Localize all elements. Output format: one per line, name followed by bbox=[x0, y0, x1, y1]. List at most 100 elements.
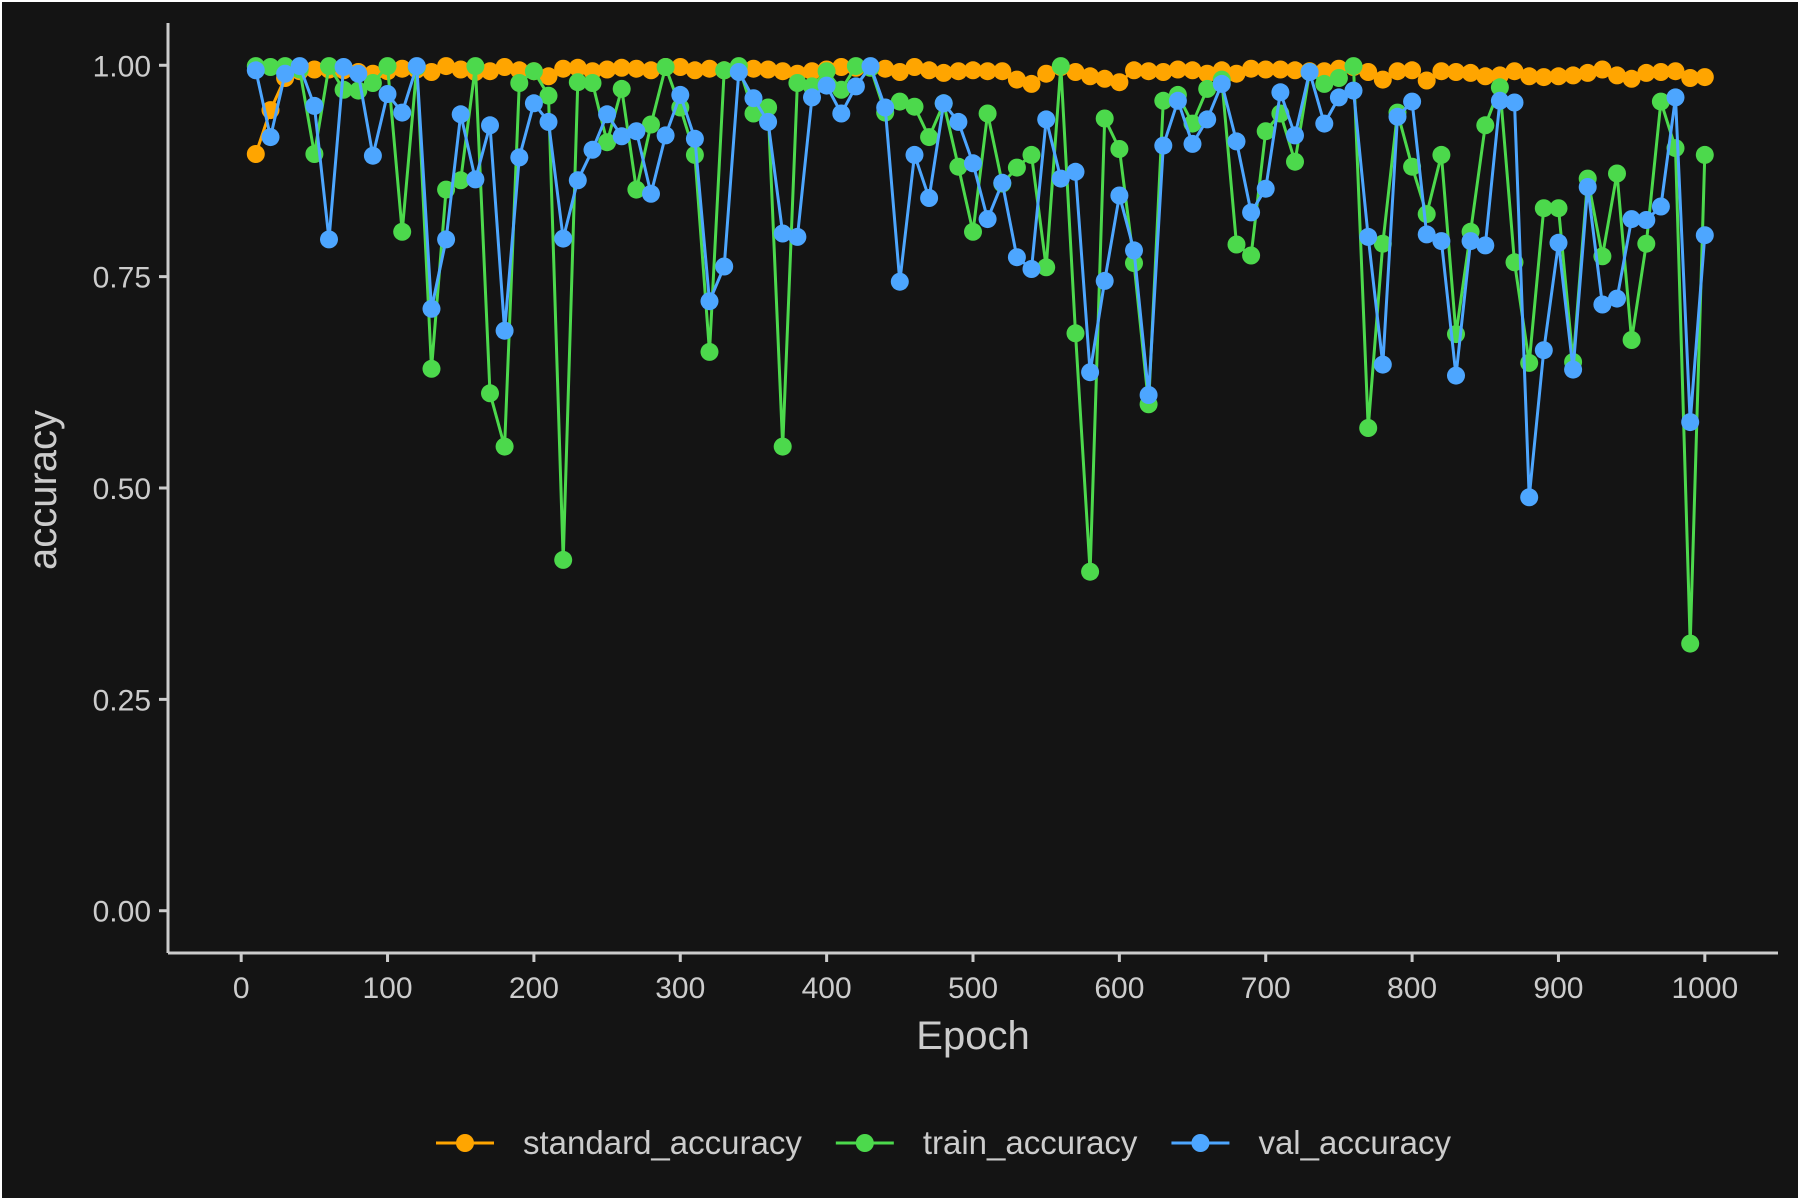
data-point-standard_accuracy bbox=[1183, 61, 1202, 80]
data-point-standard_accuracy bbox=[1110, 73, 1129, 92]
data-point-standard_accuracy bbox=[1066, 63, 1085, 81]
y-tick-label: 1.00 bbox=[93, 50, 151, 83]
data-point-val_accuracy bbox=[1447, 366, 1465, 385]
data-point-val_accuracy bbox=[1344, 81, 1363, 100]
legend-label: train_accuracy bbox=[923, 1124, 1138, 1161]
data-point-train_accuracy bbox=[422, 359, 441, 378]
data-point-val_accuracy bbox=[349, 64, 368, 83]
data-point-standard_accuracy bbox=[1564, 66, 1583, 85]
data-point-standard_accuracy bbox=[890, 63, 909, 81]
data-point-val_accuracy bbox=[1110, 186, 1129, 205]
data-point-val_accuracy bbox=[832, 104, 851, 123]
data-point-standard_accuracy bbox=[1271, 60, 1290, 79]
data-point-train_accuracy bbox=[1637, 234, 1656, 253]
data-point-val_accuracy bbox=[1139, 386, 1158, 404]
data-point-val_accuracy bbox=[466, 170, 485, 189]
data-point-standard_accuracy bbox=[1286, 61, 1304, 80]
data-point-val_accuracy bbox=[1037, 110, 1056, 129]
data-point-val_accuracy bbox=[846, 77, 865, 96]
data-point-train_accuracy bbox=[1681, 634, 1700, 653]
data-point-val_accuracy bbox=[671, 85, 690, 104]
data-point-standard_accuracy bbox=[1359, 63, 1378, 81]
data-point-val_accuracy bbox=[1154, 136, 1173, 155]
data-point-val_accuracy bbox=[1125, 241, 1143, 260]
x-axis-ticks: 0 100 200 300 400 500 600 700 800 900 1000 bbox=[233, 953, 1738, 1005]
x-tick-label: 300 bbox=[655, 972, 705, 1005]
data-point-standard_accuracy bbox=[510, 61, 529, 80]
data-point-train_accuracy bbox=[1051, 57, 1070, 76]
data-point-standard_accuracy bbox=[1168, 60, 1187, 79]
data-point-train_accuracy bbox=[1154, 91, 1173, 110]
data-point-val_accuracy bbox=[334, 58, 353, 76]
data-point-standard_accuracy bbox=[495, 58, 514, 76]
data-point-val_accuracy bbox=[1081, 363, 1100, 382]
data-point-val_accuracy bbox=[524, 94, 543, 113]
data-point-standard_accuracy bbox=[393, 59, 412, 78]
data-point-train_accuracy bbox=[920, 128, 939, 147]
data-point-val_accuracy bbox=[1622, 210, 1641, 229]
data-point-train_accuracy bbox=[656, 58, 675, 76]
data-point-val_accuracy bbox=[305, 96, 324, 115]
data-point-val_accuracy bbox=[993, 173, 1012, 192]
data-point-standard_accuracy bbox=[1608, 66, 1626, 85]
data-point-val_accuracy bbox=[773, 224, 792, 243]
data-point-standard_accuracy bbox=[1227, 64, 1246, 83]
data-point-train_accuracy bbox=[1417, 205, 1436, 224]
series-train_accuracy bbox=[246, 57, 1714, 653]
data-point-val_accuracy bbox=[1242, 203, 1261, 222]
data-point-val_accuracy bbox=[276, 64, 295, 83]
data-point-val_accuracy bbox=[964, 154, 982, 173]
data-point-train_accuracy bbox=[612, 79, 631, 98]
x-tick-label: 100 bbox=[363, 972, 413, 1005]
x-axis-title: Epoch bbox=[916, 1014, 1029, 1058]
data-point-val_accuracy bbox=[363, 146, 382, 165]
data-point-train_accuracy bbox=[451, 171, 470, 190]
data-point-train_accuracy bbox=[627, 180, 646, 199]
data-point-val_accuracy bbox=[407, 57, 426, 76]
data-point-standard_accuracy bbox=[422, 63, 441, 81]
data-point-val_accuracy bbox=[627, 122, 646, 141]
data-point-train_accuracy bbox=[1490, 78, 1509, 97]
data-point-val_accuracy bbox=[510, 148, 529, 167]
data-point-train_accuracy bbox=[1198, 79, 1217, 98]
data-point-train_accuracy bbox=[583, 74, 602, 92]
x-tick-label: 900 bbox=[1533, 972, 1583, 1005]
data-point-val_accuracy bbox=[788, 227, 807, 246]
data-point-val_accuracy bbox=[451, 105, 470, 124]
data-point-train_accuracy bbox=[773, 437, 792, 456]
data-point-val_accuracy bbox=[1007, 248, 1026, 267]
data-point-train_accuracy bbox=[1622, 331, 1641, 349]
data-point-val_accuracy bbox=[539, 112, 558, 131]
data-point-standard_accuracy bbox=[1198, 64, 1217, 83]
data-point-standard_accuracy bbox=[1242, 59, 1261, 78]
data-point-standard_accuracy bbox=[949, 62, 968, 81]
data-point-train_accuracy bbox=[846, 57, 865, 76]
data-point-standard_accuracy bbox=[642, 61, 660, 80]
data-point-val_accuracy bbox=[934, 94, 953, 113]
data-point-train_accuracy bbox=[481, 384, 499, 403]
data-point-val_accuracy bbox=[1388, 107, 1407, 126]
data-point-val_accuracy bbox=[1315, 114, 1334, 133]
data-point-standard_accuracy bbox=[568, 58, 587, 77]
data-point-val_accuracy bbox=[949, 112, 968, 131]
data-point-standard_accuracy bbox=[1520, 67, 1539, 86]
data-point-train_accuracy bbox=[817, 62, 836, 81]
data-point-val_accuracy bbox=[495, 321, 514, 340]
data-point-val_accuracy bbox=[554, 229, 573, 248]
data-point-val_accuracy bbox=[1051, 169, 1070, 188]
data-point-standard_accuracy bbox=[246, 145, 265, 163]
data-point-standard_accuracy bbox=[1476, 67, 1495, 86]
data-point-standard_accuracy bbox=[744, 59, 763, 78]
data-point-val_accuracy bbox=[1183, 134, 1202, 153]
legend-label: standard_accuracy bbox=[523, 1124, 802, 1161]
data-point-train_accuracy bbox=[715, 61, 734, 80]
data-point-val_accuracy bbox=[1212, 74, 1231, 93]
data-point-val_accuracy bbox=[1417, 225, 1436, 244]
data-point-val_accuracy bbox=[685, 129, 704, 148]
data-point-val_accuracy bbox=[583, 140, 602, 159]
data-point-standard_accuracy bbox=[1154, 63, 1173, 81]
data-point-val_accuracy bbox=[1681, 413, 1700, 432]
data-point-standard_accuracy bbox=[1666, 62, 1685, 81]
data-point-standard_accuracy bbox=[1534, 68, 1553, 87]
